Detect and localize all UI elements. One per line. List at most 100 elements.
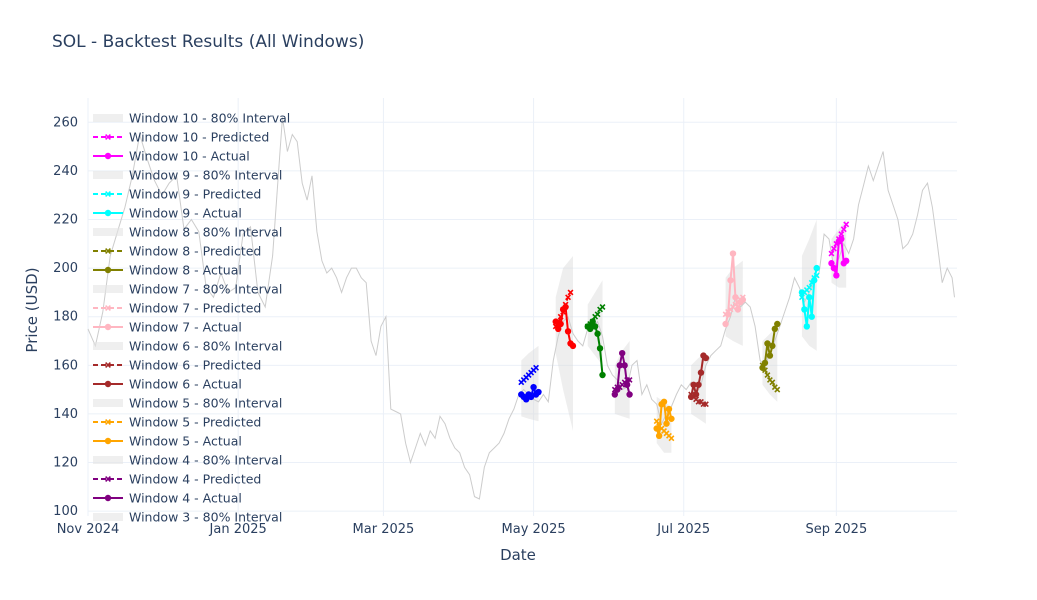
x-axis-label: Date xyxy=(500,546,536,564)
predicted-point xyxy=(739,294,746,301)
legend-marker xyxy=(104,209,112,217)
interval-band xyxy=(555,256,573,431)
x-tick-label: Jan 2025 xyxy=(209,522,267,537)
legend-item[interactable]: Window 6 - Predicted xyxy=(93,358,261,373)
actual-point xyxy=(806,294,813,301)
y-axis-label: Price (USD) xyxy=(23,267,41,352)
legend-label: Window 9 - Predicted xyxy=(129,187,261,202)
actual-point xyxy=(732,294,739,301)
legend-item[interactable]: Window 9 - Actual xyxy=(93,206,242,221)
legend-label: Window 7 - 80% Interval xyxy=(129,282,282,297)
legend-marker xyxy=(105,476,111,482)
legend-item[interactable]: Window 7 - 80% Interval xyxy=(93,282,282,297)
legend-label: Window 5 - 80% Interval xyxy=(129,396,282,411)
y-tick-label: 120 xyxy=(53,456,78,471)
actual-point xyxy=(535,388,542,396)
legend[interactable]: Window 10 - 80% Interval Window 10 - Pred… xyxy=(93,111,290,525)
predicted-point xyxy=(653,418,660,425)
legend-item[interactable]: Window 8 - Predicted xyxy=(93,244,261,259)
y-tick-label: 140 xyxy=(53,407,78,422)
legend-item[interactable]: Window 4 - Predicted xyxy=(93,472,261,487)
x-tick-label: Mar 2025 xyxy=(353,522,415,537)
legend-marker xyxy=(105,362,111,368)
legend-label: Window 8 - Actual xyxy=(129,263,242,278)
legend-item[interactable]: Window 9 - Predicted xyxy=(93,187,261,202)
legend-label: Window 3 - 80% Interval xyxy=(129,510,282,525)
legend-item[interactable]: Window 8 - Actual xyxy=(93,263,242,278)
legend-marker xyxy=(104,152,112,160)
actual-point xyxy=(668,415,675,422)
x-tick-label: Jul 2025 xyxy=(656,522,710,537)
history-price-line xyxy=(87,117,955,500)
y-tick-label: 260 xyxy=(53,115,78,130)
actual-point xyxy=(626,391,633,398)
interval-band xyxy=(521,345,539,422)
actual-point xyxy=(803,323,811,330)
legend-item[interactable]: Window 7 - Predicted xyxy=(93,301,261,316)
actual-point xyxy=(833,272,840,279)
actual-point xyxy=(564,328,572,335)
legend-item[interactable]: Window 6 - Actual xyxy=(93,377,242,392)
chart-title: SOL - Backtest Results (All Windows) xyxy=(52,32,365,52)
actual-point xyxy=(843,257,850,265)
legend-item[interactable]: Window 8 - 80% Interval xyxy=(93,225,282,240)
actual-point xyxy=(769,342,776,350)
predicted-point xyxy=(565,294,572,301)
predicted-point xyxy=(762,367,768,374)
predicted-point xyxy=(557,313,564,320)
legend-swatch xyxy=(93,342,123,350)
actual-point xyxy=(655,432,663,440)
predicted-point xyxy=(552,323,559,330)
y-tick-label: 240 xyxy=(53,164,78,179)
predicted-point xyxy=(594,311,601,318)
legend-label: Window 4 - Predicted xyxy=(129,472,261,487)
legend-label: Window 7 - Predicted xyxy=(129,301,261,316)
predicted-point xyxy=(626,376,633,383)
legend-swatch xyxy=(93,456,123,464)
actual-point xyxy=(591,323,599,330)
actual-point xyxy=(596,345,604,352)
predicted-point xyxy=(555,318,562,325)
actual-point xyxy=(621,362,628,369)
legend-item[interactable]: Window 3 - 80% Interval xyxy=(93,510,282,525)
x-tick-label: Nov 2024 xyxy=(57,522,120,537)
legend-item[interactable]: Window 10 - 80% Interval xyxy=(93,111,290,126)
predicted-point xyxy=(589,318,596,325)
actual-point xyxy=(722,320,729,328)
actual-point xyxy=(660,398,668,405)
legend-item[interactable]: Window 9 - 80% Interval xyxy=(93,168,282,183)
predicted-point xyxy=(560,308,567,315)
x-tick-label: Sep 2025 xyxy=(806,522,868,537)
legend-item[interactable]: Window 4 - 80% Interval xyxy=(93,453,282,468)
legend-item[interactable]: Window 5 - Actual xyxy=(93,434,242,449)
legend-item[interactable]: Window 5 - Predicted xyxy=(93,415,261,430)
legend-marker xyxy=(104,437,112,445)
legend-swatch xyxy=(93,114,123,122)
legend-item[interactable]: Window 6 - 80% Interval xyxy=(93,339,282,354)
legend-item[interactable]: Window 5 - 80% Interval xyxy=(93,396,282,411)
legend-item[interactable]: Window 10 - Actual xyxy=(93,149,250,164)
predicted-point xyxy=(830,245,837,252)
actual-point xyxy=(663,420,670,427)
predicted-point xyxy=(828,250,835,257)
predicted-point xyxy=(562,301,569,308)
legend-item[interactable]: Window 10 - Predicted xyxy=(93,130,269,145)
legend-label: Window 9 - 80% Interval xyxy=(129,168,282,183)
legend-label: Window 10 - Predicted xyxy=(129,130,269,145)
series-markers xyxy=(518,221,850,442)
predicted-point xyxy=(843,221,850,228)
predicted-point xyxy=(798,294,805,301)
actual-point xyxy=(569,342,577,350)
legend-item[interactable]: Window 4 - Actual xyxy=(93,491,242,506)
legend-label: Window 9 - Actual xyxy=(129,206,242,221)
legend-item[interactable]: Window 7 - Actual xyxy=(93,320,242,335)
legend-label: Window 7 - Actual xyxy=(129,320,242,335)
predicted-point xyxy=(808,279,815,286)
legend-label: Window 6 - 80% Interval xyxy=(129,339,282,354)
legend-swatch xyxy=(93,513,123,521)
predicted-point xyxy=(769,379,776,386)
legend-marker xyxy=(105,305,111,311)
actual-point xyxy=(774,320,781,328)
